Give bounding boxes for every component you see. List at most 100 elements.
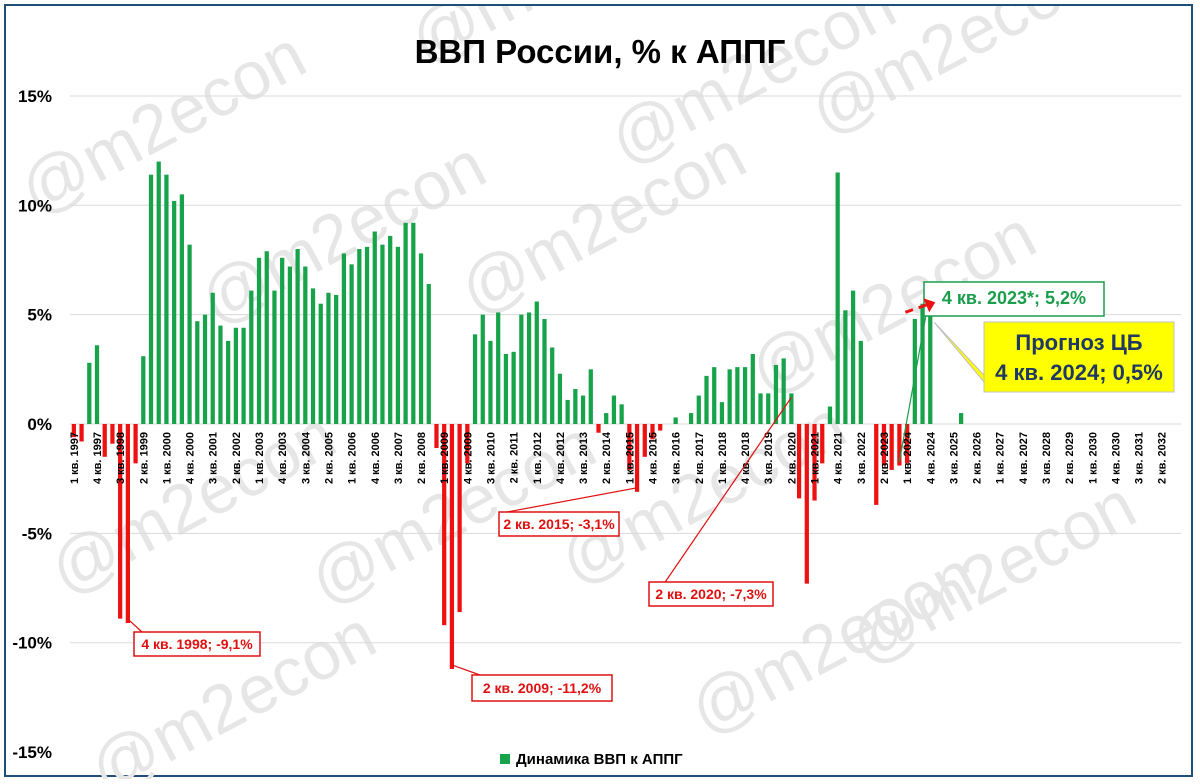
bar: [897, 424, 902, 466]
chart-frame: @m2econ @m2econ @m2econ @m2econ @m2econ @m2ec…: [4, 4, 1193, 779]
bar: [349, 264, 354, 424]
x-tick-label: 1 кв. 2018: [717, 432, 729, 484]
bar: [226, 340, 231, 424]
bar: [318, 303, 323, 424]
bar: [125, 424, 130, 624]
bar: [503, 354, 509, 424]
x-tick-label: 1 кв. 2027: [995, 432, 1007, 484]
bar: [642, 424, 647, 457]
bar: [195, 321, 200, 424]
bar: [341, 253, 347, 424]
bar: [904, 424, 910, 464]
bar: [696, 395, 701, 424]
bar: [480, 314, 485, 424]
x-tick-label: 2 кв. 2005: [323, 432, 335, 484]
bar: [264, 251, 269, 424]
x-tick-label: 1 кв. 2003: [254, 432, 266, 484]
x-tick-label: 3 кв. 2007: [393, 432, 405, 484]
bar: [557, 373, 563, 424]
bar: [712, 367, 717, 424]
bar: [874, 424, 879, 505]
x-tick-label: 3 кв. 1998: [115, 432, 127, 484]
bar: [172, 200, 177, 424]
annotation: 4 кв. 2023*; 5,2%: [898, 281, 1105, 462]
bar: [511, 351, 516, 424]
bar: [395, 246, 401, 424]
x-tick-label: 3 кв. 2019: [763, 432, 775, 484]
watermark-text: @m2econ: [77, 596, 387, 779]
callout-text: Прогноз ЦБ: [1015, 330, 1142, 355]
x-tick-label: 3 кв. 2022: [856, 432, 868, 484]
x-tick-label: 4 кв. 2018: [740, 432, 752, 484]
bar: [588, 369, 593, 424]
bar: [372, 231, 377, 424]
x-tick-label: 4 кв. 2027: [1018, 432, 1030, 484]
x-tick-label: 1 кв. 2024: [902, 431, 914, 484]
y-tick-label: 15%: [18, 87, 52, 106]
x-tick-label: 4 кв. 2003: [277, 432, 289, 484]
x-tick-label: 4 кв. 2000: [185, 432, 197, 484]
watermark-layer: @m2econ@m2econ@m2econ@m2econ@m2econ@m2ec…: [7, 6, 1147, 779]
bar: [241, 327, 246, 424]
x-tick-label: 3 кв. 2031: [1134, 432, 1146, 484]
legend-label: Динамика ВВП к АППГ: [516, 751, 683, 768]
callout-text: 2 кв. 2020; -7,3%: [655, 586, 767, 602]
x-tick-label: 2 кв. 2023: [879, 432, 891, 484]
bar: [742, 367, 748, 424]
bar: [303, 266, 308, 424]
x-axis: 1 кв. 1997 4 кв. 1997 3 кв. 1998 2 кв. 1999…: [69, 431, 1169, 484]
bar: [87, 362, 92, 424]
callout-box: [648, 581, 774, 607]
x-tick-label: 1 кв. 2000: [161, 432, 173, 484]
bar: [210, 292, 215, 424]
chart-title: ВВП России, % к АППГ: [415, 33, 786, 70]
bar: [820, 424, 825, 464]
bar: [364, 246, 370, 424]
bar: [673, 417, 678, 424]
bar: [256, 257, 262, 424]
bar: [727, 369, 732, 424]
bar: [488, 340, 493, 424]
bar: [619, 404, 624, 424]
bar: [766, 393, 771, 424]
x-tick-label: 2 кв. 2008: [416, 432, 428, 484]
bar: [133, 424, 138, 464]
callout-leader: [506, 487, 638, 513]
x-tick-label: 2 кв. 2032: [1157, 432, 1169, 484]
y-tick-label: 10%: [18, 196, 52, 215]
bar: [750, 354, 755, 424]
x-tick-label: 3 кв. 2001: [208, 432, 220, 484]
watermark-text: @m2econ: [7, 16, 317, 229]
x-tick-label: 2 кв. 2014: [601, 431, 613, 484]
bar: [465, 424, 470, 464]
callout-box: [983, 321, 1175, 393]
bar: [418, 253, 424, 424]
bar: [310, 288, 316, 424]
legend-swatch: [500, 754, 510, 764]
arrow-head: [923, 298, 936, 313]
legend: Динамика ВВП к АППГ: [500, 751, 683, 768]
bar: [411, 222, 416, 424]
bar: [796, 424, 802, 499]
bar: [627, 424, 632, 470]
bar: [280, 257, 285, 424]
y-tick-label: 5%: [27, 306, 52, 325]
y-tick-label: -5%: [22, 524, 52, 543]
bar: [71, 424, 76, 438]
annotation: 2 кв. 2015; -3,1%: [498, 487, 638, 537]
x-tick-label: 2 кв. 2020: [786, 432, 798, 484]
x-tick-label: 2 кв. 2017: [694, 432, 706, 484]
bar: [781, 358, 786, 424]
bar: [148, 174, 154, 424]
bars: [71, 161, 964, 669]
bar: [550, 347, 555, 424]
x-tick-label: 1 кв. 2012: [532, 432, 544, 484]
bar: [249, 290, 254, 424]
bar: [357, 249, 362, 424]
bar: [889, 424, 894, 470]
bar: [449, 424, 455, 669]
bar: [658, 424, 663, 431]
bar: [334, 294, 339, 424]
y-tick-label: 0%: [27, 415, 52, 434]
bar: [388, 235, 393, 424]
